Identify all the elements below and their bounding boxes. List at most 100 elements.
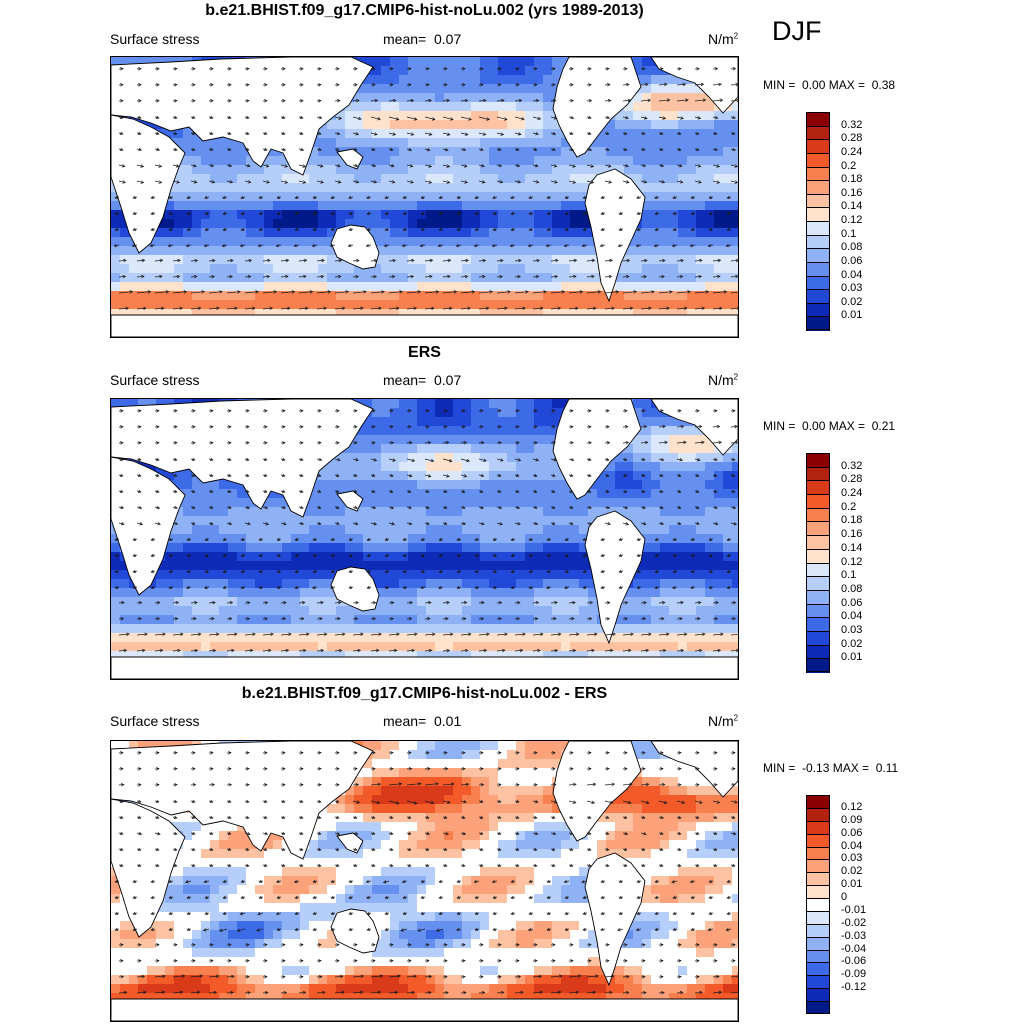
colorbar-tick-label: -0.09 bbox=[841, 968, 867, 981]
colorbar-tick-label: -0.02 bbox=[841, 916, 867, 929]
colorbar-tick-label: -0.03 bbox=[841, 929, 867, 942]
colorbar-tick-label: 0.2 bbox=[841, 159, 857, 172]
minmax-diff: MIN = -0.13 MAX = 0.11 bbox=[763, 761, 899, 775]
colorbar-swatch bbox=[806, 548, 830, 563]
map-model bbox=[110, 56, 739, 338]
colorbar-tick-label: 0.03 bbox=[841, 282, 863, 295]
colorbar-tick-label: 0.03 bbox=[841, 852, 863, 865]
colorbar-swatch bbox=[806, 820, 830, 835]
units-model: N/m2 bbox=[708, 31, 739, 47]
colorbar-swatch bbox=[806, 234, 830, 249]
colorbar-tick-label: 0.18 bbox=[841, 173, 863, 186]
colorbar-swatch bbox=[806, 949, 830, 963]
colorbar-tick-label: 0.06 bbox=[841, 826, 863, 839]
colorbar-tick-label: 0.12 bbox=[841, 214, 863, 226]
colorbar-swatch bbox=[806, 275, 830, 290]
map-obs bbox=[110, 398, 739, 680]
colorbar-swatch bbox=[806, 152, 830, 167]
colorbar-swatch bbox=[806, 923, 830, 938]
stress-vectors bbox=[114, 409, 738, 653]
colorbar-tick-label: 0.32 bbox=[841, 118, 863, 131]
colorbar-tick-label: 0.32 bbox=[841, 459, 863, 472]
colorbar-swatch bbox=[806, 962, 830, 976]
colorbar-tick-label: 0.16 bbox=[841, 528, 863, 541]
map-diff bbox=[110, 740, 739, 1022]
colorbar-swatch bbox=[806, 589, 830, 605]
mean-value-obs: 0.07 bbox=[433, 372, 462, 388]
minmax-model: MIN = 0.00 MAX = 0.38 bbox=[763, 78, 896, 92]
colorbar-tick-label: 0.04 bbox=[841, 268, 863, 281]
colorbar-swatch bbox=[806, 833, 830, 848]
colorbar-swatch bbox=[806, 562, 830, 577]
colorbar-tick-label: 0.24 bbox=[841, 145, 863, 158]
colorbar-swatch bbox=[806, 125, 830, 140]
colorbar-tick-label: 0.14 bbox=[841, 541, 863, 554]
colorbar-swatch bbox=[806, 617, 830, 632]
units-obs: N/m2 bbox=[708, 372, 739, 388]
colorbar-tick-label: 0.09 bbox=[841, 813, 863, 826]
colorbar-swatch bbox=[806, 859, 830, 873]
landmask bbox=[111, 399, 738, 679]
colorbar-tick-label: 0.2 bbox=[841, 500, 857, 513]
colorbar-swatch bbox=[806, 885, 830, 899]
colorbar-swatch bbox=[806, 221, 830, 236]
colorbar-tick-label: -0.04 bbox=[841, 942, 867, 955]
colorbar-tick-label: 0.28 bbox=[841, 132, 863, 145]
colorbar-swatch bbox=[806, 988, 830, 1002]
colorbar-swatch bbox=[806, 1001, 830, 1015]
colorbar-swatch bbox=[806, 603, 830, 618]
colorbar-tick-label: 0.24 bbox=[841, 487, 863, 500]
stress-vectors bbox=[114, 751, 738, 995]
variable-label-model: Surface stress bbox=[110, 31, 200, 47]
mean-value-model: 0.07 bbox=[433, 31, 462, 47]
colorbar-tick-label: 0.18 bbox=[841, 514, 863, 527]
panel-title-model: b.e21.BHIST.f09_g17.CMIP6-hist-noLu.002 … bbox=[205, 2, 644, 19]
minmax-obs: MIN = 0.00 MAX = 0.21 bbox=[763, 419, 896, 433]
colorbar-tick-label: 0.04 bbox=[841, 610, 863, 623]
colorbar-swatch bbox=[806, 207, 830, 222]
colorbar-model: 0.32 0.28 0.24 0.2 0.18 0.16 0.14 0.12 0.1 0.08 0.… bbox=[806, 112, 862, 331]
units-diff: N/m2 bbox=[708, 713, 739, 729]
landmask bbox=[111, 741, 738, 1021]
colorbar-swatch bbox=[806, 261, 830, 276]
colorbar-tick-label: 0.12 bbox=[841, 800, 863, 813]
colorbar-tick-label: -0.01 bbox=[841, 903, 867, 916]
colorbar-tick-label: 0.03 bbox=[841, 623, 863, 636]
colorbar-tick-label: 0.04 bbox=[841, 839, 863, 852]
colorbar-obs: 0.32 0.28 0.24 0.2 0.18 0.16 0.14 0.12 0.1 0.08 0.… bbox=[806, 453, 862, 673]
colorbar-swatch bbox=[806, 289, 830, 304]
colorbar-tick-label: 0.28 bbox=[841, 473, 863, 486]
colorbar-tick-label: 0.12 bbox=[841, 555, 863, 568]
mean-obs: mean= 0.07 bbox=[383, 372, 462, 388]
colorbar-swatch bbox=[806, 535, 830, 550]
colorbar-swatch bbox=[806, 139, 830, 154]
colorbar-swatch bbox=[806, 302, 830, 317]
colorbar-tick-label: 0.08 bbox=[841, 582, 863, 595]
colorbar-swatch bbox=[806, 316, 830, 331]
colorbar-tick-label: 0.02 bbox=[841, 295, 863, 308]
colorbar-swatch bbox=[806, 453, 830, 468]
colorbar-tick-label: 0.01 bbox=[841, 651, 863, 664]
colorbar-tick-label: 0.02 bbox=[841, 865, 863, 878]
colorbar-swatch bbox=[806, 112, 830, 127]
colorbar-tick-label: -0.06 bbox=[841, 955, 867, 968]
landmask bbox=[111, 57, 738, 337]
mean-value-diff: 0.01 bbox=[433, 713, 462, 729]
colorbar-tick-label: 0.01 bbox=[841, 309, 863, 322]
colorbar-swatch bbox=[806, 975, 830, 989]
mean-model: mean= 0.07 bbox=[383, 31, 462, 47]
colorbar-swatch bbox=[806, 466, 830, 481]
colorbar-swatch bbox=[806, 180, 830, 195]
colorbar-tick-label: 0.1 bbox=[841, 569, 857, 582]
colorbar-tick-label: -0.12 bbox=[841, 981, 867, 994]
colorbar-swatch bbox=[806, 807, 830, 822]
variable-label-diff: Surface stress bbox=[110, 713, 200, 729]
colorbar-swatch bbox=[806, 193, 830, 208]
colorbar-swatch bbox=[806, 248, 830, 263]
colorbar-tick-label: 0 bbox=[841, 891, 848, 904]
colorbar-swatch bbox=[806, 521, 830, 536]
colorbar-tick-label: 0.06 bbox=[841, 596, 863, 609]
colorbar-tick-label: 0.02 bbox=[841, 637, 863, 650]
mean-diff: mean= 0.01 bbox=[383, 713, 462, 729]
colorbar-swatch bbox=[806, 480, 830, 495]
